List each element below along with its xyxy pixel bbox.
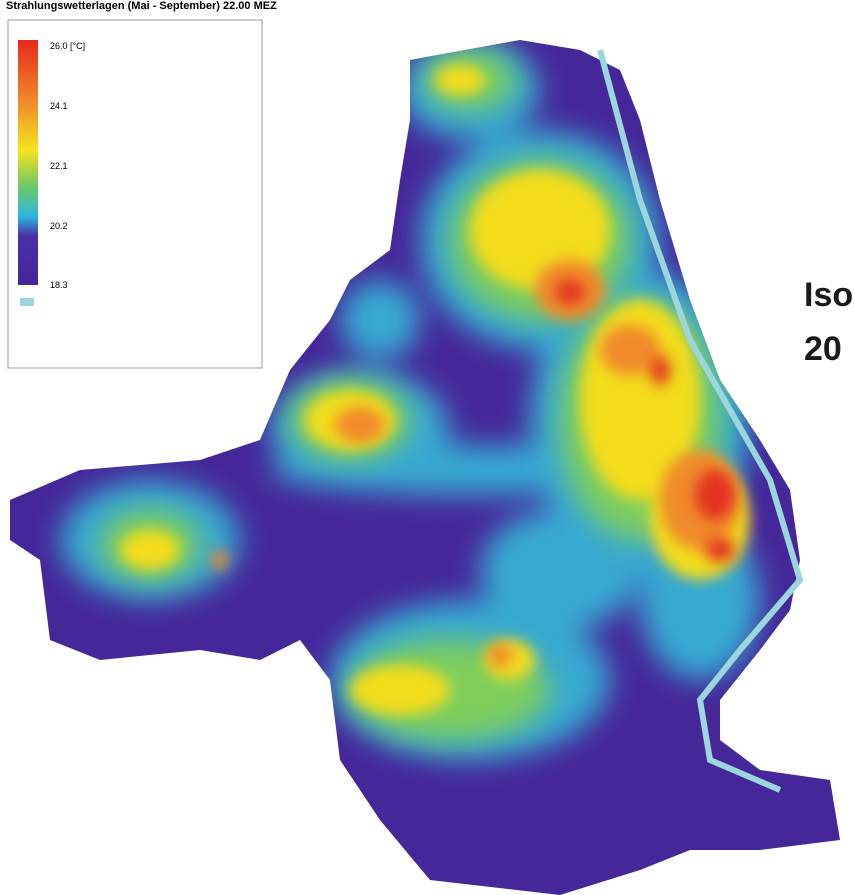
color-scale [18,40,38,285]
side-text: Iso [804,276,853,314]
legend-label: 20.2 [50,221,68,231]
legend-label: 22.1 [50,161,68,171]
legend-swatch [20,298,34,306]
side-text: 20 [804,330,842,368]
river [597,49,804,793]
title: Strahlungswetterlagen (Mai - September) … [6,0,277,12]
legend-label: 24.1 [50,101,68,111]
legend-label: 18.3 [50,280,68,290]
legend-box [7,19,263,369]
legend-label: 26.0 [°C] [50,41,85,51]
